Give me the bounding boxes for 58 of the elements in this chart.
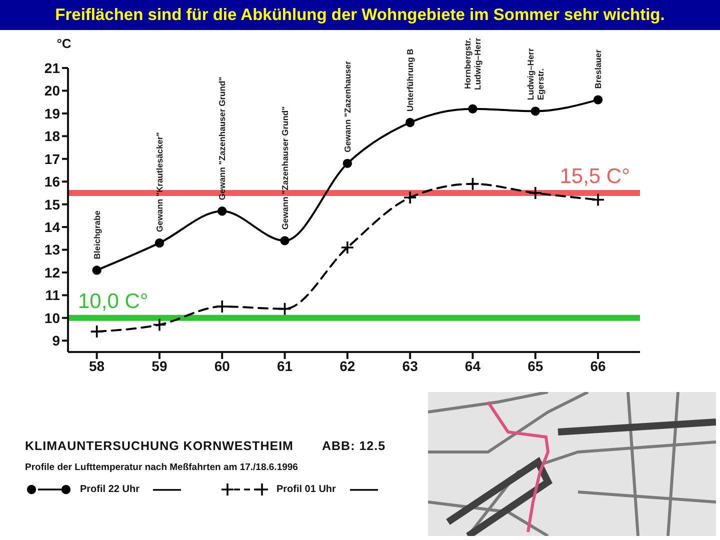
annotation: Bleichgrabe: [92, 210, 102, 260]
y-tick-label: 21: [44, 60, 60, 76]
point: [405, 118, 415, 128]
legend-label: Profil 01 Uhr: [276, 484, 336, 495]
y-tick-label: 10: [44, 310, 60, 326]
y-tick-label: 9: [52, 332, 60, 349]
text: Profile der Lufttemperatur nach Meßfahrten am 17./18.6.1996: [25, 462, 298, 473]
point: [152, 318, 166, 332]
point: [528, 186, 542, 200]
y-tick-label: 17: [44, 150, 60, 167]
y-tick-label: 18: [44, 128, 60, 144]
y-tick-label: 19: [44, 105, 60, 122]
x-tick-label: 64: [464, 358, 481, 374]
annotation: Gewann "Zazenhauser Grund": [217, 76, 228, 200]
point: [591, 192, 605, 207]
x-tick-label: 59: [152, 358, 168, 374]
point: [340, 240, 354, 254]
text: ABB: 12.5: [322, 439, 386, 453]
annotation: Ludwig–Herr Egerstr.: [525, 48, 546, 100]
x-tick-label: 62: [340, 358, 356, 374]
point: [466, 176, 480, 191]
y-tick-label: 15: [44, 196, 60, 212]
point: [278, 302, 292, 316]
chart-title: Freiflächen sind für die Abkühlung der Wohngebiete im Sommer sehr wichtig.: [55, 6, 665, 24]
point: [218, 206, 227, 216]
x-tick-label: 63: [402, 358, 418, 374]
y-tick-label: 20: [44, 82, 60, 99]
point: [90, 324, 104, 338]
point: [154, 238, 164, 248]
ref-line-label: 10,0 C°: [78, 290, 148, 313]
point: [342, 158, 352, 168]
annotation: Gewann "Zazenhauser Grund": [280, 106, 290, 230]
y-axis-title: °C: [56, 36, 72, 51]
annotation: Breslauer: [593, 48, 604, 89]
x-tick-label: 58: [89, 358, 105, 374]
point: [593, 95, 603, 104]
x-tick-label: 65: [528, 358, 544, 374]
point: [468, 104, 478, 114]
x-tick-label: 66: [590, 358, 606, 374]
text: KLIMAUNTERSUCHUNG KORNWESTHEIM: [25, 439, 294, 453]
y-tick-label: 16: [44, 174, 60, 190]
annotation: Unterführung B: [405, 48, 416, 112]
point: [280, 236, 290, 246]
point: [403, 190, 417, 204]
legend-label: Profil 22 Uhr: [80, 484, 140, 495]
point: [215, 300, 230, 314]
y-tick-label: 14: [44, 219, 60, 236]
point: [92, 266, 102, 275]
annotation: Hornbergstr. Ludwig–Herr: [462, 37, 483, 90]
y-tick-label: 13: [44, 242, 60, 258]
x-tick-label: 61: [276, 358, 293, 374]
annotation: Gewann "Zazenhauser: [342, 60, 352, 152]
y-tick-label: 12: [44, 264, 60, 280]
annotation: Gewann "Krautlesäcker": [154, 132, 164, 232]
y-tick-label: 11: [45, 287, 60, 304]
x-tick-label: 60: [214, 358, 230, 374]
ref-line-label: 15,5 C°: [560, 164, 630, 188]
point: [530, 106, 540, 116]
